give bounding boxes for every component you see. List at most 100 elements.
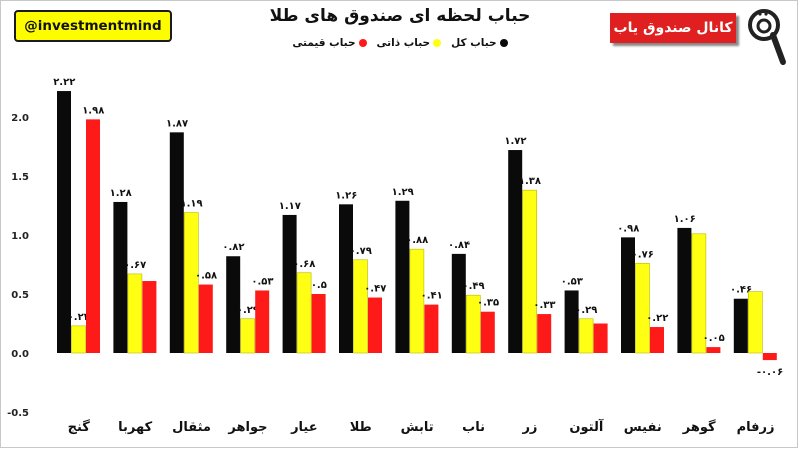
category-label: ناب bbox=[462, 420, 485, 435]
data-label-intrinsic: ۰.۶۷ bbox=[124, 260, 146, 271]
bar-intrinsic bbox=[71, 325, 86, 354]
data-label-price: ۰.۵ bbox=[311, 280, 327, 291]
y-tick-label: 1.0 bbox=[11, 231, 29, 242]
category-label: زرفام bbox=[737, 420, 775, 435]
bar-intrinsic bbox=[127, 273, 143, 354]
data-label-intrinsic: ۱.۱۹ bbox=[180, 199, 202, 210]
data-label-price: ۰.۳۵ bbox=[477, 298, 499, 309]
bar-intrinsic bbox=[409, 248, 425, 354]
data-label-price: ۰.۳۳ bbox=[533, 300, 555, 311]
bar-price bbox=[311, 294, 326, 353]
data-label-total: ۱.۱۷ bbox=[279, 201, 301, 212]
data-label-price: ۰.۵۳ bbox=[251, 276, 273, 287]
data-label-price: ۰.۴۱ bbox=[421, 291, 443, 302]
legend-item-intrinsic: حباب ذاتی bbox=[377, 37, 442, 49]
data-label-total: ۱.۷۲ bbox=[504, 136, 526, 147]
data-label-price: ۰.۴۷ bbox=[364, 284, 386, 295]
category-label: عیار bbox=[290, 420, 318, 435]
legend-swatch-price bbox=[358, 39, 367, 47]
category-label: زر bbox=[521, 420, 537, 435]
bar-price bbox=[480, 311, 495, 353]
bar-price bbox=[198, 284, 213, 353]
data-label-total: ۱.۰۶ bbox=[674, 214, 696, 225]
data-label-intrinsic: ۰.۴۹ bbox=[462, 281, 484, 292]
legend-item-price: حباب قیمتی bbox=[292, 37, 367, 49]
bar-total bbox=[508, 150, 523, 353]
bar-intrinsic bbox=[522, 189, 538, 354]
bar-total bbox=[282, 214, 297, 353]
bar-total bbox=[733, 298, 748, 353]
chart-title: حباب لحظه ای صندوق های طلا bbox=[269, 6, 531, 26]
bar-price bbox=[86, 119, 100, 353]
legend-label-price: حباب قیمتی bbox=[292, 37, 356, 49]
data-label-total: ۱.۲۸ bbox=[110, 188, 132, 199]
data-label-intrinsic: ۱.۳۸ bbox=[519, 176, 541, 187]
data-label-price: ۰.۵۸ bbox=[195, 271, 217, 282]
legend-swatch-intrinsic bbox=[433, 39, 442, 47]
data-label-total: ۲.۲۲ bbox=[53, 77, 75, 88]
category-label: نفیس bbox=[624, 420, 662, 435]
data-label-intrinsic: ۰.۲۹ bbox=[575, 305, 597, 316]
legend-label-total: حباب کل bbox=[451, 37, 497, 49]
bar-price bbox=[255, 290, 270, 353]
bar-price bbox=[593, 323, 608, 353]
bar-total bbox=[169, 132, 184, 353]
bar-price bbox=[650, 327, 664, 353]
category-label: کهربا bbox=[118, 420, 152, 435]
bar-intrinsic bbox=[747, 291, 763, 354]
legend-label-intrinsic: حباب ذاتی bbox=[376, 37, 431, 49]
legend-item-total: حباب کل bbox=[451, 37, 508, 49]
y-tick-label: 1.5 bbox=[11, 172, 29, 183]
bar-total bbox=[113, 201, 128, 353]
category-label: گوهر bbox=[682, 419, 716, 435]
bar-total bbox=[57, 91, 71, 353]
data-label-total: ۰.۹۸ bbox=[617, 223, 639, 234]
bar-intrinsic bbox=[240, 318, 255, 354]
data-label-intrinsic: ۰.۷۶ bbox=[632, 249, 654, 260]
category-label: طلا bbox=[350, 420, 372, 435]
data-label-total: ۱.۲۶ bbox=[335, 190, 357, 201]
bar-total bbox=[339, 204, 353, 353]
data-label-total: ۰.۵۳ bbox=[561, 276, 583, 287]
bar-total bbox=[226, 256, 241, 353]
category-label: گنج bbox=[68, 419, 91, 435]
data-label-intrinsic: ۰.۸۸ bbox=[406, 235, 428, 246]
bar-price bbox=[424, 304, 439, 353]
category-label: آلتون bbox=[569, 418, 603, 435]
bar-total bbox=[451, 253, 466, 353]
bar-total bbox=[621, 237, 635, 353]
data-label-price: ۰.۲۲ bbox=[646, 313, 668, 324]
y-tick-label: 0.0 bbox=[11, 349, 29, 360]
data-label-intrinsic: ۰.۲۹ bbox=[237, 305, 259, 316]
data-label-intrinsic: ۰.۷۹ bbox=[350, 246, 372, 257]
data-label-intrinsic: ۰.۶۸ bbox=[293, 259, 315, 270]
data-label-total: ۰.۴۶ bbox=[730, 285, 752, 296]
data-label-total: ۱.۲۹ bbox=[392, 187, 414, 198]
data-label-total: ۱.۸۷ bbox=[166, 118, 188, 129]
bar-intrinsic bbox=[578, 318, 594, 354]
data-label-price: ۰.۰۵ bbox=[703, 333, 725, 344]
data-label-price: ۱.۹۸ bbox=[82, 105, 104, 116]
category-label: تابش bbox=[401, 420, 434, 435]
bar-total bbox=[677, 227, 692, 353]
y-tick-label: 2.0 bbox=[11, 113, 29, 124]
bar-intrinsic bbox=[184, 212, 199, 354]
bar-total bbox=[395, 200, 410, 353]
bar-intrinsic bbox=[635, 263, 650, 354]
bar-intrinsic bbox=[465, 294, 481, 354]
category-label: جواهر bbox=[227, 420, 267, 435]
data-label-total: ۰.۸۴ bbox=[448, 240, 470, 251]
bar-price bbox=[368, 297, 382, 353]
bar-intrinsic bbox=[353, 259, 368, 354]
chart-legend: حباب کل حباب ذاتی حباب قیمتی bbox=[260, 37, 540, 49]
bar-intrinsic bbox=[691, 233, 707, 354]
bar-price bbox=[142, 281, 157, 353]
handle-badge: @investmentmind bbox=[14, 10, 172, 42]
legend-swatch-total bbox=[499, 39, 508, 47]
data-label-price: -۰.۰۶ bbox=[757, 367, 783, 378]
data-label-intrinsic: ۰.۲۳ bbox=[68, 312, 90, 323]
channel-banner[interactable]: کانال صندوق یاب bbox=[610, 13, 736, 43]
bar-price bbox=[706, 347, 721, 353]
